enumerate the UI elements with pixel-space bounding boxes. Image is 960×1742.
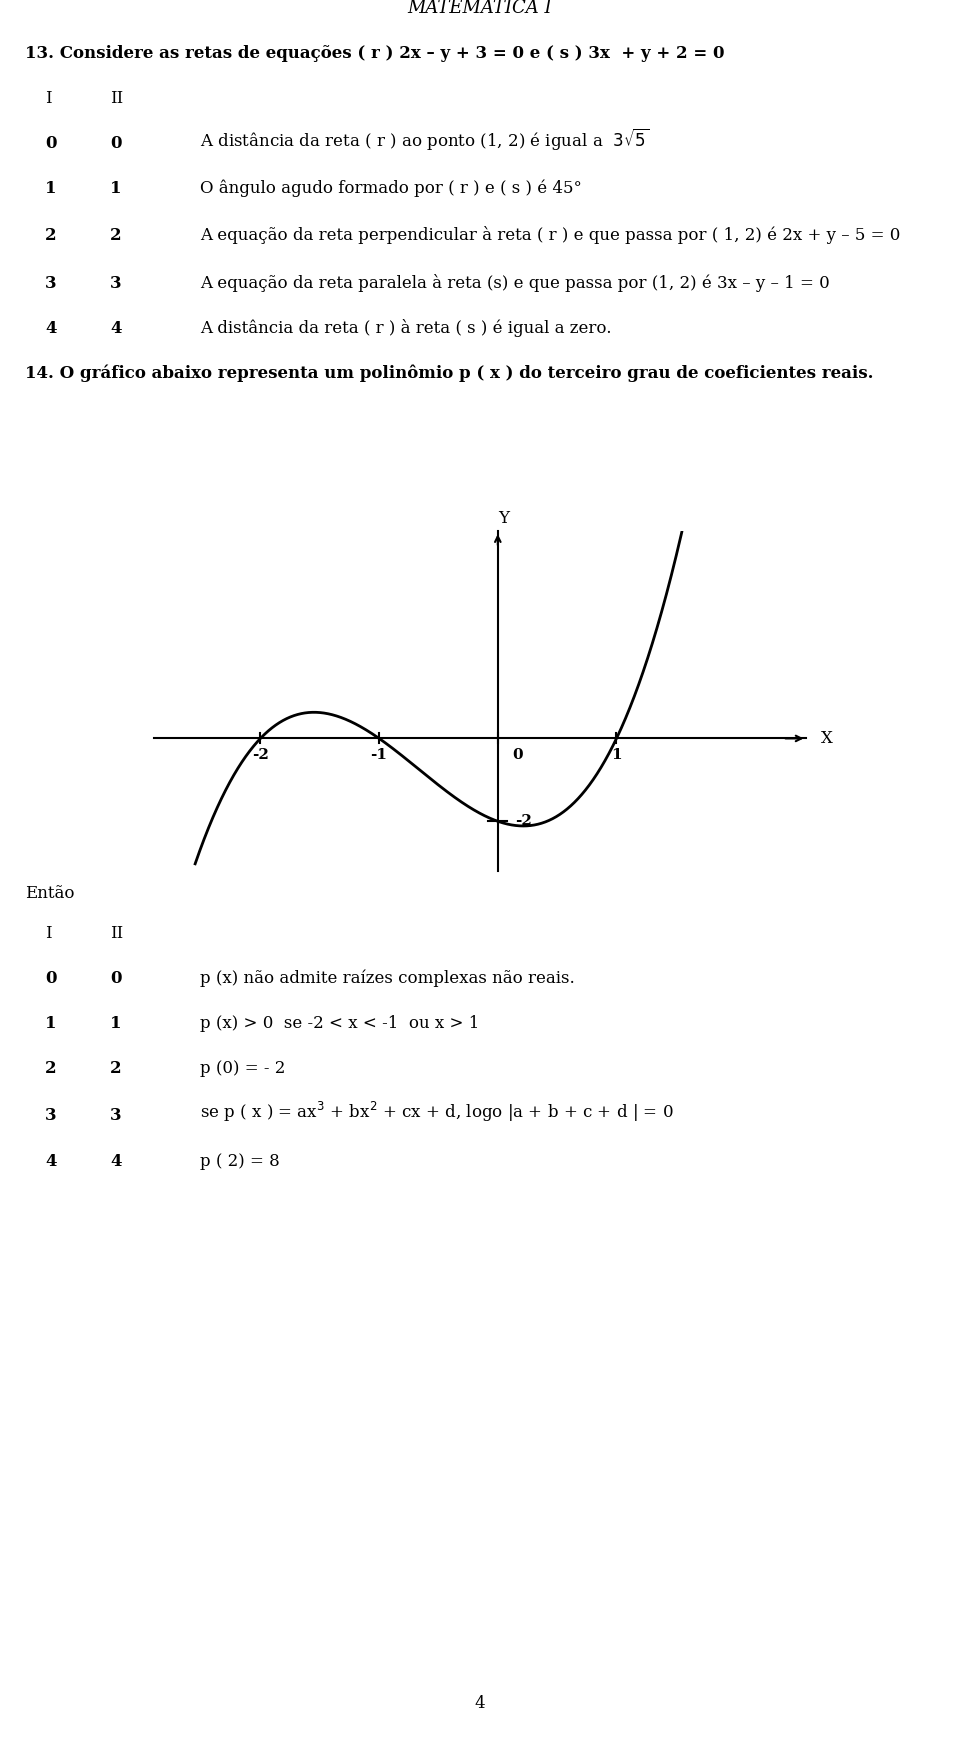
Text: 0: 0 xyxy=(45,970,57,988)
Text: 1: 1 xyxy=(45,1016,57,1031)
Text: II: II xyxy=(110,91,123,106)
Text: A distância da reta ( r ) ao ponto (1, 2) é igual a  $3\sqrt{5}$: A distância da reta ( r ) ao ponto (1, 2… xyxy=(200,125,650,152)
Text: A equação da reta paralela à reta (s) e que passa por (1, 2) é 3x – y – 1 = 0: A equação da reta paralela à reta (s) e … xyxy=(200,273,829,293)
Text: 4: 4 xyxy=(110,321,122,336)
Text: O ângulo agudo formado por ( r ) e ( s ) é 45°: O ângulo agudo formado por ( r ) e ( s )… xyxy=(200,179,582,197)
Text: p (0) = - 2: p (0) = - 2 xyxy=(200,1059,285,1077)
Text: se p ( x ) = ax$^3$ + bx$^2$ + cx + d, logo |a + b + c + d | = 0: se p ( x ) = ax$^3$ + bx$^2$ + cx + d, l… xyxy=(200,1099,674,1124)
Text: 4: 4 xyxy=(45,321,57,336)
Text: 1: 1 xyxy=(110,179,122,197)
Text: 3: 3 xyxy=(45,1106,57,1124)
Text: I: I xyxy=(45,91,52,106)
Text: -2: -2 xyxy=(516,814,533,827)
Text: 0: 0 xyxy=(110,970,122,988)
Text: 4: 4 xyxy=(110,1153,122,1171)
Text: p ( 2) = 8: p ( 2) = 8 xyxy=(200,1153,279,1171)
Text: 13. Considere as retas de equações ( r ) 2x – y + 3 = 0 e ( s ) 3x  + y + 2 = 0: 13. Considere as retas de equações ( r )… xyxy=(25,45,725,63)
Text: -1: -1 xyxy=(371,747,388,761)
Text: 3: 3 xyxy=(110,275,122,293)
Text: 3: 3 xyxy=(110,1106,122,1124)
Text: 4: 4 xyxy=(45,1153,57,1171)
Text: I: I xyxy=(45,925,52,942)
Text: p (x) > 0  se -2 < x < -1  ou x > 1: p (x) > 0 se -2 < x < -1 ou x > 1 xyxy=(200,1016,479,1031)
Text: 1: 1 xyxy=(45,179,57,197)
Text: 1: 1 xyxy=(110,1016,122,1031)
Text: 2: 2 xyxy=(110,1059,122,1077)
Text: -2: -2 xyxy=(252,747,269,761)
Text: 0: 0 xyxy=(512,747,522,761)
Text: Y: Y xyxy=(498,510,509,528)
Text: MATEMÁTICA I: MATEMÁTICA I xyxy=(408,0,552,17)
Text: A equação da reta perpendicular à reta ( r ) e que passa por ( 1, 2) é 2x + y – : A equação da reta perpendicular à reta (… xyxy=(200,226,900,244)
Text: II: II xyxy=(110,925,123,942)
Text: 3: 3 xyxy=(45,275,57,293)
Text: 14. O gráfico abaixo representa um polinômio p ( x ) do terceiro grau de coefici: 14. O gráfico abaixo representa um polin… xyxy=(25,364,874,381)
Text: Então: Então xyxy=(25,885,75,902)
Text: 0: 0 xyxy=(110,134,122,152)
Text: 2: 2 xyxy=(110,226,122,244)
Text: X: X xyxy=(821,730,832,747)
Text: 2: 2 xyxy=(45,1059,57,1077)
Text: 2: 2 xyxy=(45,226,57,244)
Text: p (x) não admite raízes complexas não reais.: p (x) não admite raízes complexas não re… xyxy=(200,970,575,988)
Text: 0: 0 xyxy=(45,134,57,152)
Text: 1: 1 xyxy=(612,747,622,761)
Text: A distância da reta ( r ) à reta ( s ) é igual a zero.: A distância da reta ( r ) à reta ( s ) é… xyxy=(200,319,612,336)
Text: 4: 4 xyxy=(474,1695,486,1712)
